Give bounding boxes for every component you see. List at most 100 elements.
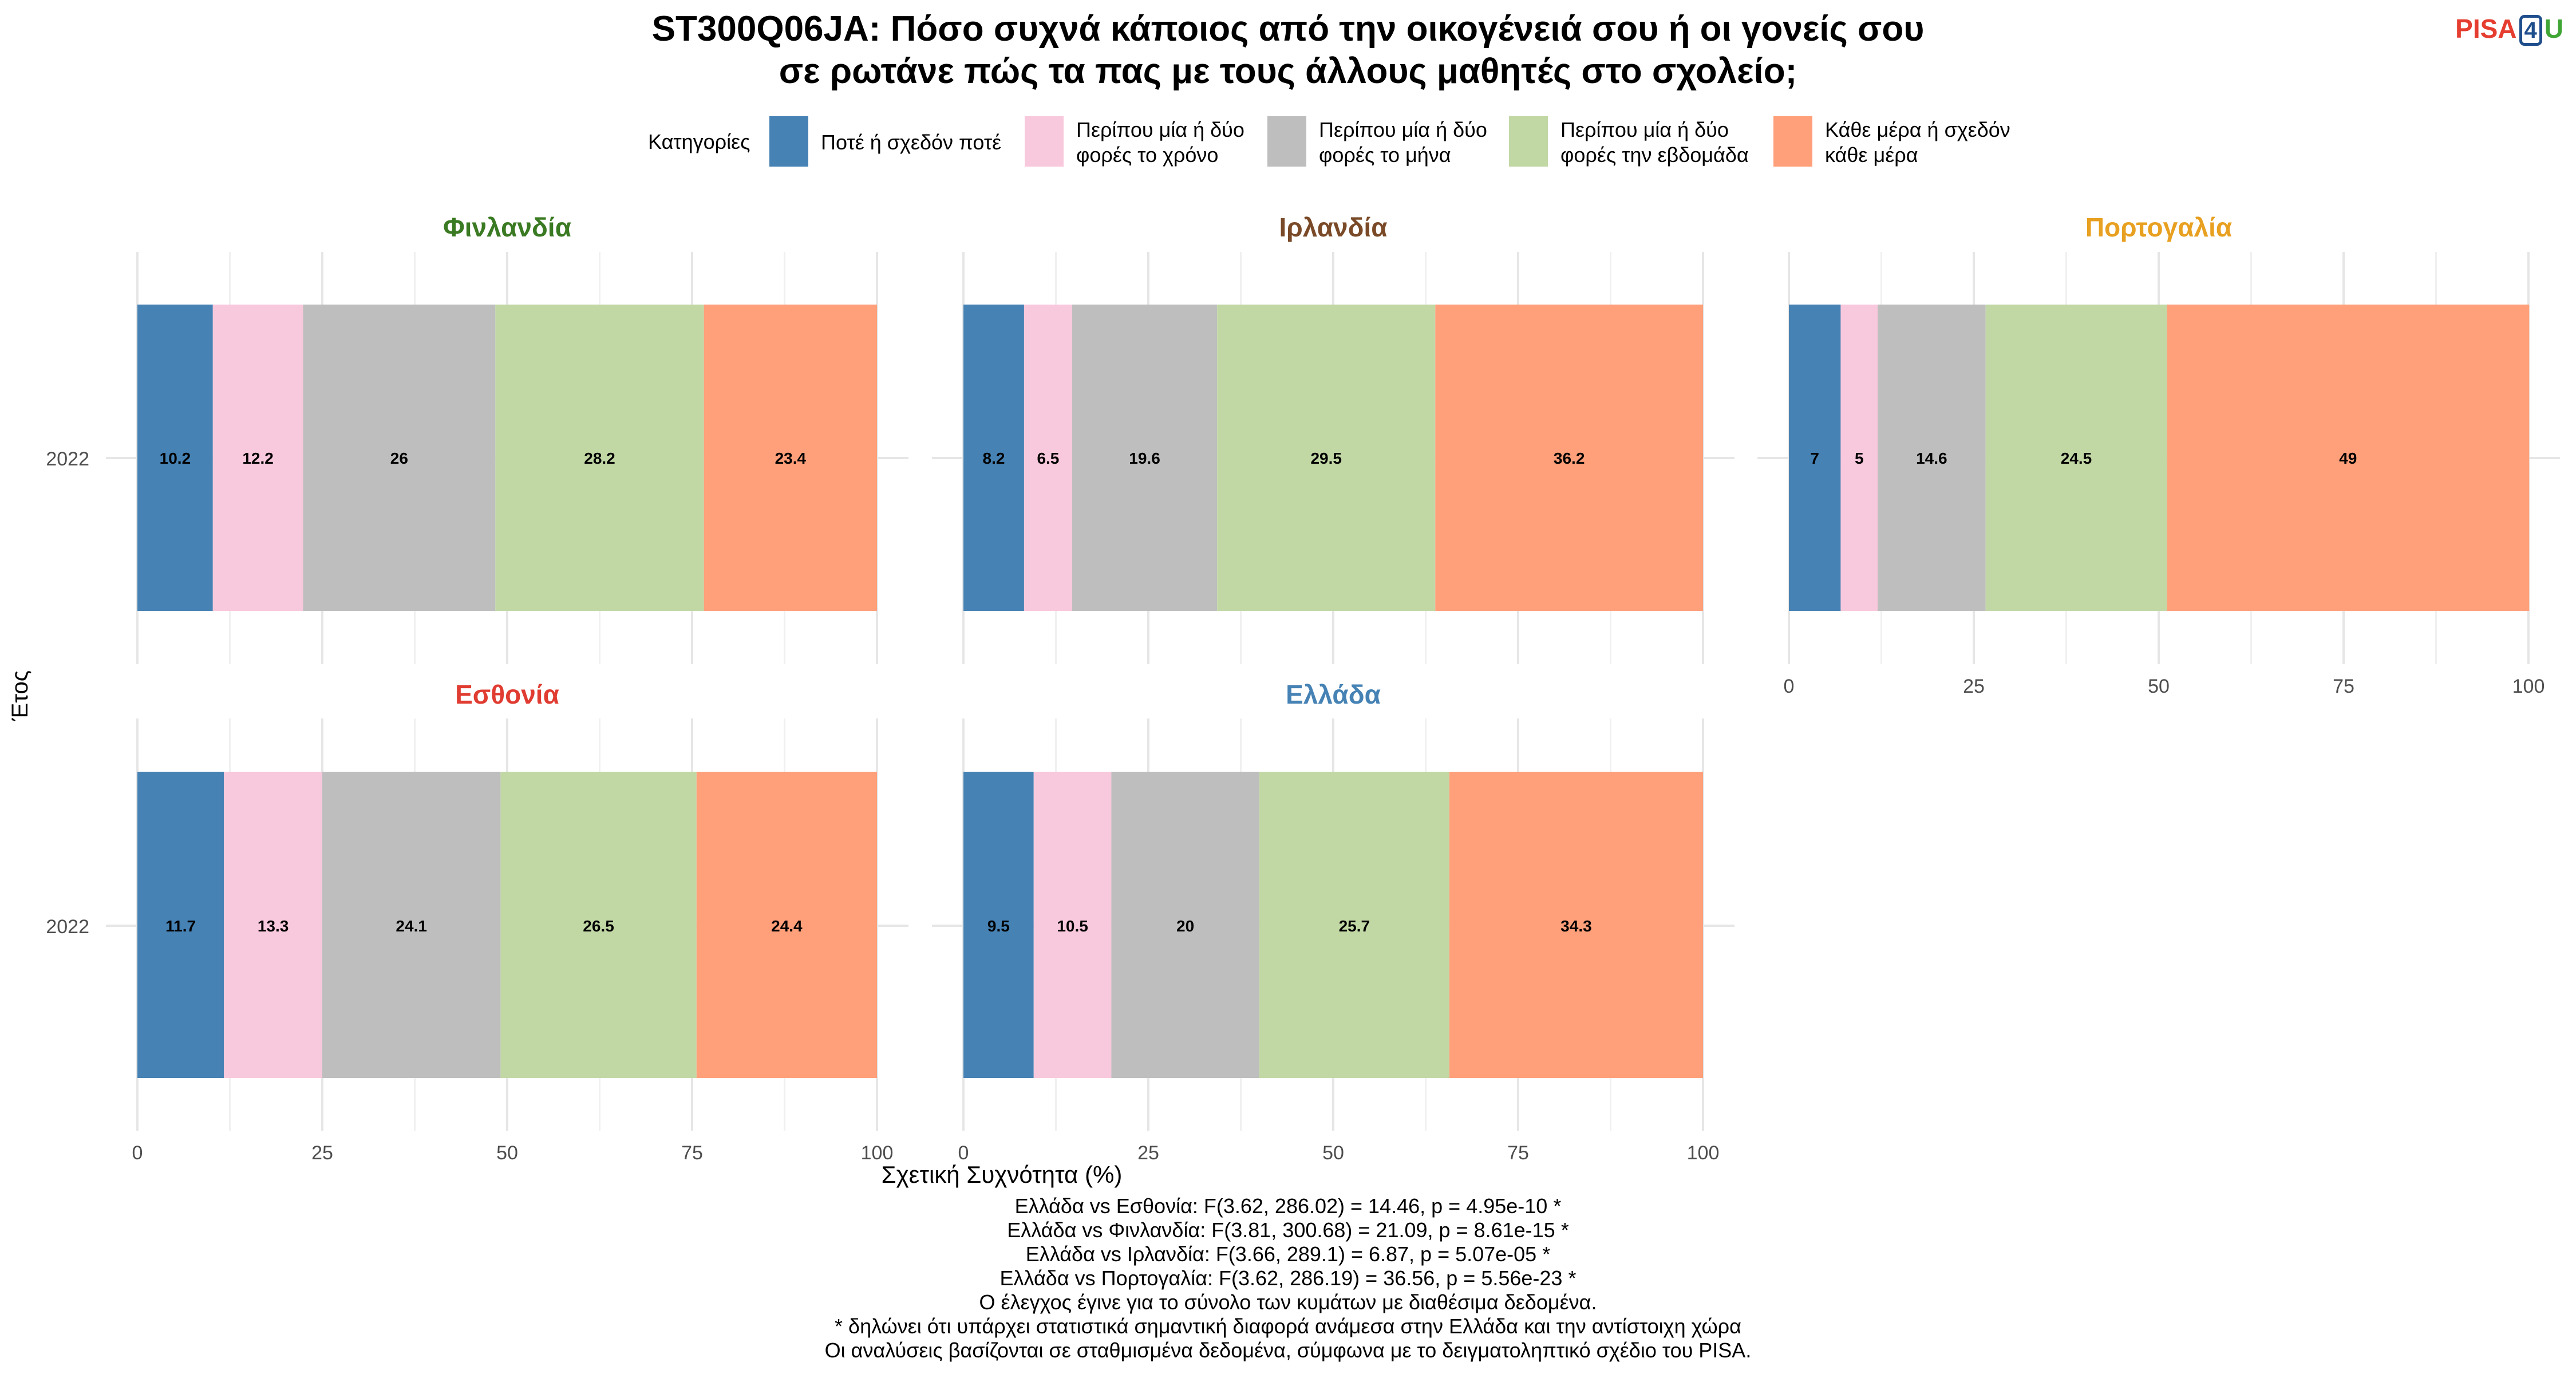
bar-segment bbox=[963, 305, 1024, 611]
y-tick-label: 2022 bbox=[46, 448, 89, 470]
data-label: 9.5 bbox=[987, 917, 1010, 935]
panel-title: Ελλάδα bbox=[1286, 680, 1381, 709]
panel-title: Πορτογαλία bbox=[2085, 212, 2232, 242]
bar-segment bbox=[1985, 305, 2167, 611]
data-label: 11.7 bbox=[165, 917, 196, 935]
footnote-line: * δηλώνει ότι υπάρχει στατιστικά σημαντι… bbox=[835, 1314, 1741, 1338]
panel-title: Ιρλανδία bbox=[1279, 212, 1387, 242]
bar-segment bbox=[1072, 305, 1218, 611]
legend-label-weekly: Περίπου μία ή δύο φορές την εβδομάδα bbox=[1560, 118, 1749, 167]
data-label: 5 bbox=[1855, 449, 1864, 467]
bar-segment bbox=[212, 305, 303, 611]
chart-title-line-2: σε ρωτάνε πώς τα πας με τους άλλους μαθη… bbox=[779, 52, 1797, 91]
data-label: 6.5 bbox=[1037, 449, 1059, 467]
data-label: 24.4 bbox=[771, 917, 803, 935]
bar-segment bbox=[1449, 772, 1703, 1078]
legend-key-weekly bbox=[1509, 116, 1548, 167]
x-tick-label: 75 bbox=[1507, 1142, 1529, 1164]
x-axis-label: Σχετική Συχνότητα (%) bbox=[882, 1161, 1123, 1188]
x-tick-label: 50 bbox=[2148, 676, 2170, 697]
legend-title: Κατηγορίες bbox=[648, 130, 750, 153]
data-label: 26.5 bbox=[583, 917, 614, 935]
x-tick-label: 75 bbox=[681, 1142, 703, 1164]
data-label: 49 bbox=[2339, 449, 2357, 467]
panel-title: Εσθονία bbox=[455, 680, 559, 709]
logo-u: U bbox=[2544, 14, 2563, 44]
bar-segment bbox=[137, 772, 224, 1078]
logo-four: 4 bbox=[2519, 15, 2542, 46]
panel-title: Φινλανδία bbox=[443, 212, 571, 242]
data-label: 14.6 bbox=[1916, 449, 1947, 467]
bar-segment bbox=[224, 772, 322, 1078]
bar-segment bbox=[963, 772, 1034, 1078]
bar-segment bbox=[322, 772, 501, 1078]
x-tick-label: 50 bbox=[1322, 1142, 1344, 1164]
x-tick-label: 100 bbox=[861, 1142, 894, 1164]
legend-key-never bbox=[769, 116, 808, 167]
chart-title-line-1: ST300Q06JA: Πόσο συχνά κάποιος από την ο… bbox=[651, 9, 1925, 49]
bar-segment bbox=[1024, 305, 1072, 611]
bar-segment bbox=[1435, 305, 1703, 611]
data-label: 24.1 bbox=[396, 917, 427, 935]
data-label: 10.2 bbox=[160, 449, 191, 467]
footnote-line: Οι αναλύσεις βασίζονται σε σταθμισμένα δ… bbox=[824, 1339, 1752, 1362]
x-tick-label: 25 bbox=[311, 1142, 333, 1164]
footnotes: Ελλάδα vs Εσθονία: F(3.62, 286.02) = 14.… bbox=[0, 1194, 2576, 1363]
data-label: 10.5 bbox=[1057, 917, 1088, 935]
chart-title: ST300Q06JA: Πόσο συχνά κάποιος από την ο… bbox=[0, 8, 2576, 93]
data-label: 23.4 bbox=[775, 449, 807, 467]
data-label: 29.5 bbox=[1310, 449, 1342, 467]
legend: Κατηγορίες Ποτέ ή σχεδόν ποτέ Περίπου μί… bbox=[0, 116, 2576, 168]
data-label: 20 bbox=[1176, 917, 1194, 935]
y-tick-label: 2022 bbox=[46, 916, 89, 938]
legend-key-yearly bbox=[1025, 116, 1064, 167]
bar-segment bbox=[1033, 772, 1112, 1078]
legend-label-monthly: Περίπου μία ή δύο φορές το μήνα bbox=[1319, 118, 1487, 167]
data-label: 12.2 bbox=[242, 449, 274, 467]
x-tick-label: 0 bbox=[1784, 676, 1795, 697]
footnote-line: Ελλάδα vs Φινλανδία: F(3.81, 300.68) = 2… bbox=[1007, 1218, 1569, 1242]
panels-layer: Φινλανδία 2022 10.2 12.2 26 28.2 23.4 Ιρλανδία 8… bbox=[46, 212, 2560, 1164]
x-tick-label: 0 bbox=[132, 1142, 143, 1164]
data-label: 8.2 bbox=[983, 449, 1005, 467]
data-label: 7 bbox=[1810, 449, 1819, 467]
x-tick-label: 0 bbox=[958, 1142, 969, 1164]
footnote-line: Ελλάδα vs Ιρλανδία: F(3.66, 289.1) = 6.8… bbox=[1025, 1242, 1551, 1266]
footnote-line: Ελλάδα vs Εσθονία: F(3.62, 286.02) = 14.… bbox=[1014, 1194, 1562, 1218]
legend-label-yearly: Περίπου μία ή δύο φορές το χρόνο bbox=[1076, 118, 1244, 167]
footnote-line: Ο έλεγχος έγινε για το σύνολο των κυμάτω… bbox=[979, 1290, 1597, 1314]
bar-segment bbox=[704, 305, 877, 611]
bar-segment bbox=[137, 305, 213, 611]
bar-segment bbox=[1217, 305, 1436, 611]
data-label: 28.2 bbox=[584, 449, 615, 467]
x-tick-label: 25 bbox=[1963, 676, 1985, 697]
data-label: 25.7 bbox=[1339, 917, 1370, 935]
bar-segment bbox=[1840, 305, 1878, 611]
bar-segment bbox=[1259, 772, 1449, 1078]
bar-segment bbox=[303, 305, 496, 611]
x-tick-label: 25 bbox=[1137, 1142, 1159, 1164]
legend-key-monthly bbox=[1267, 116, 1306, 167]
pisa4u-logo: PISA 4 U bbox=[2455, 13, 2563, 46]
x-tick-label: 100 bbox=[2512, 676, 2545, 697]
bar-segment bbox=[1789, 305, 1841, 611]
bar-segment bbox=[1111, 772, 1259, 1078]
data-label: 13.3 bbox=[258, 917, 289, 935]
data-label: 19.6 bbox=[1129, 449, 1160, 467]
legend-label-daily: Κάθε μέρα ή σχεδόν κάθε μέρα bbox=[1825, 118, 2010, 167]
bar-segment bbox=[1878, 305, 1986, 611]
y-axis-label: Έτος bbox=[7, 670, 33, 721]
x-tick-label: 75 bbox=[2333, 676, 2354, 697]
data-label: 24.5 bbox=[2061, 449, 2092, 467]
x-tick-label: 50 bbox=[496, 1142, 518, 1164]
data-label: 36.2 bbox=[1554, 449, 1585, 467]
data-label: 26 bbox=[390, 449, 408, 467]
legend-key-daily bbox=[1773, 116, 1812, 167]
data-label: 34.3 bbox=[1560, 917, 1592, 935]
bar-segment bbox=[495, 305, 704, 611]
legend-label-never: Ποτέ ή σχεδόν ποτέ bbox=[821, 131, 1002, 154]
logo-pisa: PISA bbox=[2455, 14, 2517, 44]
bar-segment bbox=[2167, 305, 2530, 611]
bar-segment bbox=[500, 772, 697, 1078]
